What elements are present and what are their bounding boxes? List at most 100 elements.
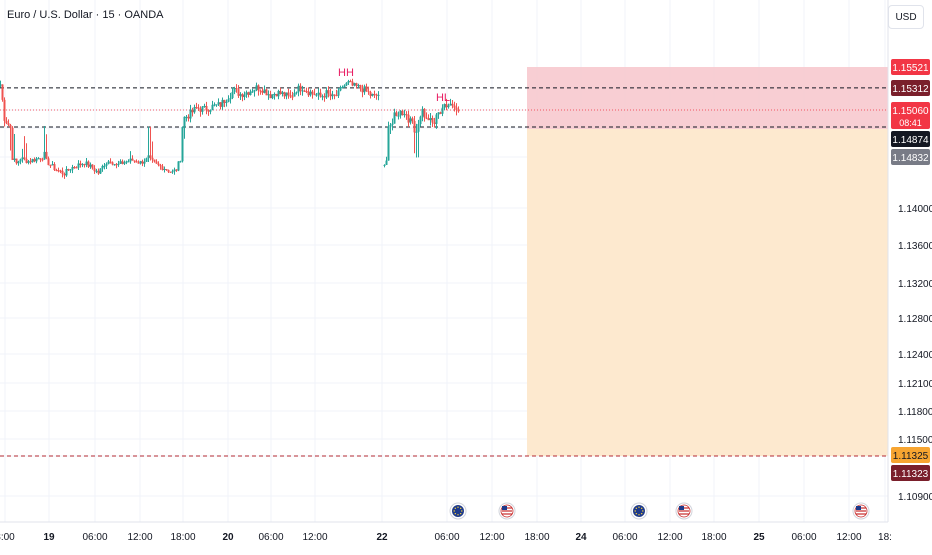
candle-body [385,160,388,165]
candle-body [233,88,236,93]
candle-body [313,93,316,96]
countdown-tag: 08:41 [899,118,922,128]
entry-price-tag: 1.14874 [892,135,929,146]
candle-body [305,91,308,93]
candle-body [41,159,44,161]
candle-body [119,161,122,164]
candle-body [327,90,330,94]
eu-flag-star [457,514,459,516]
candle-body [349,81,352,83]
candle-body [413,120,416,133]
us-event-icon[interactable] [498,502,516,520]
candle-body [35,158,38,162]
candle-body [225,101,228,103]
candle-body [441,107,444,114]
candle-body [285,92,288,97]
candle-body [299,85,302,92]
candle-body [281,92,284,94]
candle-body [85,161,88,165]
x-tick-label: 12:00 [302,532,327,543]
candle-body [155,161,158,164]
candle-body [369,92,372,96]
y-tick-label: 1.12400 [898,350,932,361]
candle-body [387,126,390,161]
candle-body [177,161,180,171]
candle-body [59,170,62,172]
us-event-icon[interactable] [675,502,693,520]
candle-body [205,105,208,111]
candle-body [135,161,138,163]
candle-body [203,105,206,107]
eu-event-icon[interactable] [630,502,648,520]
chart-title: Euro / U.S. Dollar · 15 · OANDA [7,9,164,21]
us-event-icon[interactable] [852,502,870,520]
y-tick-label: 1.13600 [898,241,932,252]
candle-body [239,94,242,96]
x-tick-label: 12:00 [479,532,504,543]
candle-body [247,92,250,95]
candle-body [129,158,132,162]
candle-body [451,103,454,106]
eu-event-icon[interactable] [449,502,467,520]
candle-body [457,109,460,112]
eu-flag-star [457,506,459,508]
candle-body [237,89,240,96]
currency-selector[interactable]: USD [888,5,924,29]
candle-body [49,165,52,167]
candle-body [171,171,174,173]
candle-body [295,92,298,94]
candle-body [363,86,366,93]
candle-body [27,161,30,163]
x-tick-label: 18:00 [524,532,549,543]
y-tick-label: 1.11500 [898,435,932,446]
candle-body [367,91,370,93]
candle-body [259,90,262,92]
candle-body [261,90,264,93]
candle-body [7,123,10,126]
candle-body [13,158,16,160]
candle-body [257,85,260,91]
y-tick-label: 1.13200 [898,279,932,290]
candle-body [439,112,442,114]
candle-body [251,91,254,93]
candle-body [329,93,332,97]
candle-body [271,94,274,99]
candle-body [397,115,400,117]
candle-body [377,94,380,96]
candle-body [393,112,396,124]
target-line-price-tag: 1.11323 [893,469,929,480]
candle-body [221,99,224,107]
candle-body [157,163,160,165]
last-price-tag: 1.15060 [892,106,929,117]
candle-body [269,94,272,99]
candle-body [37,158,40,160]
candle-body [87,161,90,167]
x-tick-label: 06:00 [791,532,816,543]
eu-flag-star [635,512,638,515]
us-flag-canton [856,506,861,510]
candle-body [293,92,296,97]
candle-body [215,104,218,106]
candle-body [227,99,230,102]
candle-body [127,161,130,163]
candle-body [449,103,452,106]
last-price-tag-bg [891,102,930,129]
candle-body [431,117,434,123]
candle-body [163,169,166,171]
candle-body [165,169,168,171]
candle-body [101,165,104,169]
candle-body [361,88,364,93]
us-flag-canton [502,506,507,510]
candle-body [141,161,144,164]
candle-body [365,86,368,92]
candle-body [99,168,102,174]
candle-body [33,159,36,162]
candle-body [73,167,76,169]
candle-body [357,85,360,87]
candle-body [115,164,118,166]
candle-body [255,85,258,90]
eu-flag-star [459,507,462,510]
candle-body [181,127,184,162]
